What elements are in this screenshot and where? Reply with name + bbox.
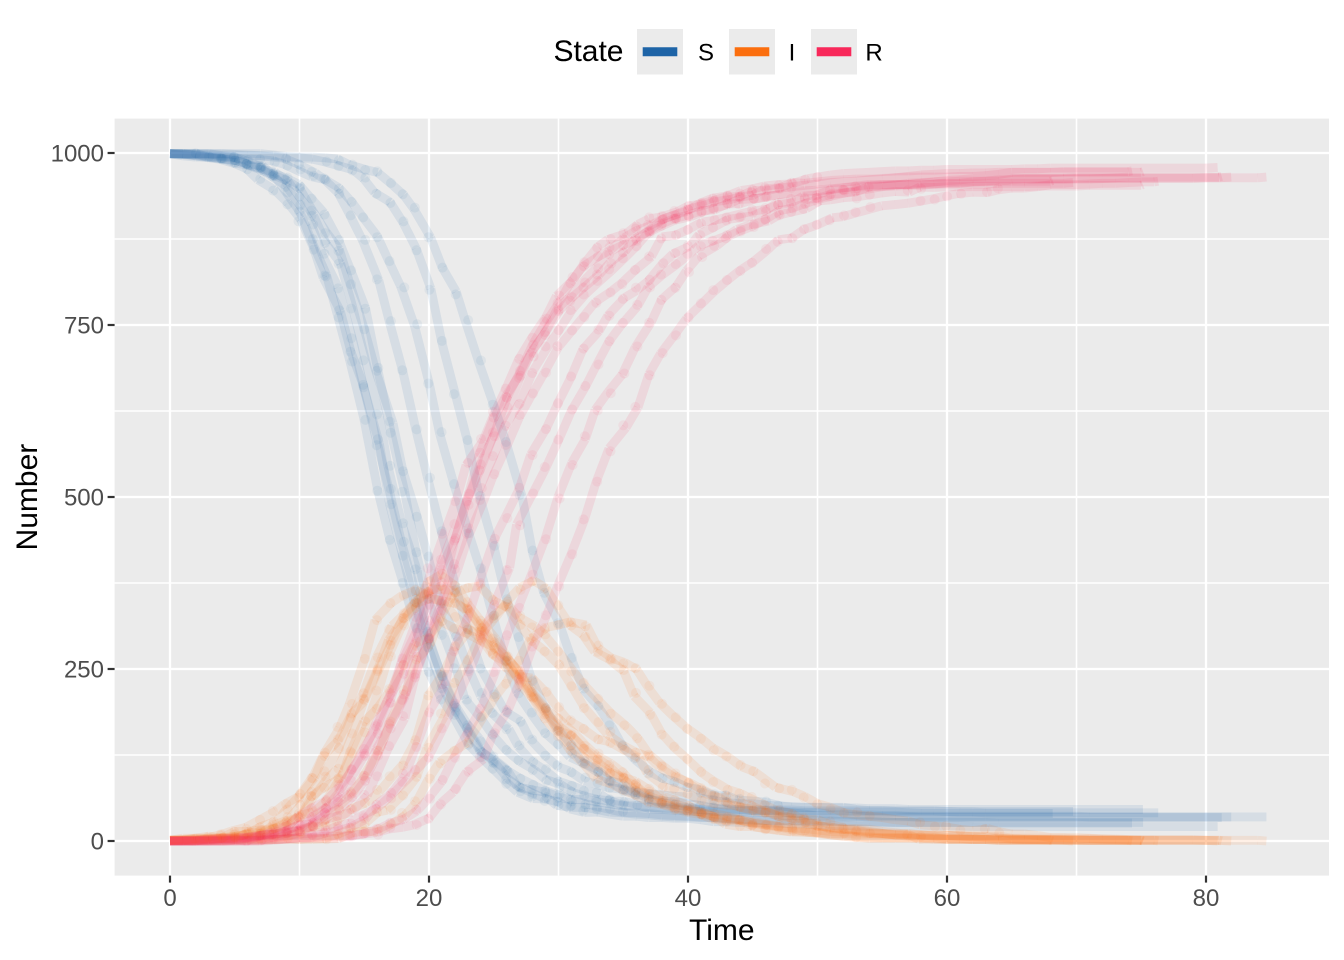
svg-text:20: 20 (416, 885, 443, 912)
svg-text:State: State (553, 35, 623, 68)
svg-text:0: 0 (91, 829, 104, 856)
svg-text:1000: 1000 (51, 141, 104, 168)
svg-text:Number: Number (11, 444, 44, 551)
svg-text:80: 80 (1193, 885, 1220, 912)
svg-text:0: 0 (163, 885, 176, 912)
svg-text:R: R (865, 39, 882, 66)
svg-text:40: 40 (675, 885, 702, 912)
svg-text:250: 250 (64, 657, 104, 684)
svg-text:60: 60 (934, 885, 961, 912)
svg-text:I: I (789, 39, 796, 66)
svg-text:Time: Time (689, 914, 755, 947)
svg-text:750: 750 (64, 313, 104, 340)
svg-text:S: S (698, 39, 714, 66)
svg-text:500: 500 (64, 485, 104, 512)
